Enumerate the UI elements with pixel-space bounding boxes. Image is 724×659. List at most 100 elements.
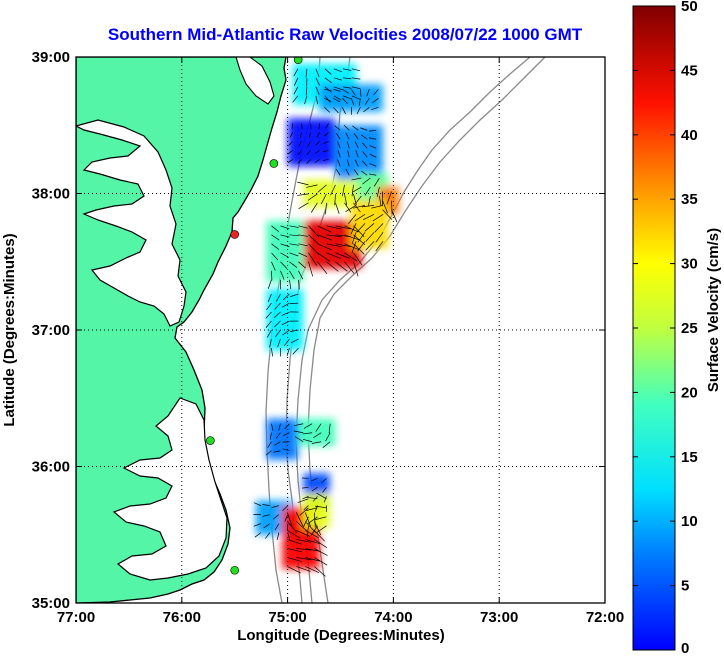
velocity-arrow <box>374 223 384 233</box>
velocity-arrow <box>265 450 272 456</box>
velocity-arrow <box>315 516 327 520</box>
velocity-arrow <box>365 241 375 251</box>
x-tick-label: 74:00 <box>374 609 412 626</box>
velocity-arrow <box>267 279 272 289</box>
velocity-arrow <box>333 68 342 73</box>
velocity-arrow <box>306 496 318 500</box>
velocity-arrow <box>276 293 281 302</box>
colorbar-tick-label: 40 <box>681 127 698 144</box>
velocity-arrow <box>355 141 359 149</box>
velocity-arrow <box>344 243 359 250</box>
velocity-arrow <box>352 186 362 193</box>
velocity-arrow <box>376 186 380 197</box>
velocity-arrow <box>275 329 281 338</box>
velocity-arrow <box>342 89 349 94</box>
velocity-arrow <box>284 423 290 430</box>
colorbar-tick-label: 35 <box>681 191 698 208</box>
velocity-arrow <box>287 150 293 155</box>
colorbar-tick-label: 0 <box>681 640 689 657</box>
colorbar-ticks: 0 5 10 15 20 25 30 35 40 45 50 <box>633 0 698 657</box>
velocity-arrow <box>315 423 322 432</box>
velocity-arrow <box>283 293 290 301</box>
velocity-arrow <box>344 252 358 262</box>
grid-lines <box>76 57 605 603</box>
velocity-arrow <box>335 261 348 272</box>
velocity-arrow <box>323 132 329 137</box>
velocity-arrow <box>266 302 272 311</box>
velocity-region <box>266 418 299 460</box>
velocity-arrow <box>379 195 382 206</box>
velocity-arrow <box>287 548 303 553</box>
velocity-arrow <box>382 209 393 220</box>
velocity-arrow <box>391 200 393 215</box>
velocity-arrow <box>297 159 302 164</box>
velocity-arrow <box>265 532 271 539</box>
velocity-arrow <box>298 234 308 237</box>
velocity-arrow <box>323 496 327 503</box>
velocity-arrow <box>298 141 302 147</box>
velocity-arrow <box>364 186 371 196</box>
velocity-arrow <box>284 338 290 347</box>
velocity-arrow <box>290 329 299 332</box>
x-axis-ticks: 77:00 76:00 75:00 74:00 73:00 72:00 <box>57 57 624 626</box>
velocity-arrow <box>369 137 377 140</box>
velocity-arrow <box>286 512 293 527</box>
velocity-arrow <box>289 234 299 237</box>
x-tick-label: 77:00 <box>57 609 95 626</box>
velocity-arrow <box>335 243 351 247</box>
velocity-arrow <box>375 241 384 252</box>
velocity-arrow <box>287 539 302 545</box>
velocity-arrow <box>267 441 272 448</box>
velocity-arrow <box>373 177 380 187</box>
velocity-arrow <box>351 184 354 197</box>
velocity-arrow <box>369 153 377 158</box>
velocity-arrow <box>311 478 318 482</box>
velocity-arrow <box>371 106 379 111</box>
velocity-arrow <box>305 566 320 574</box>
velocity-arrow <box>287 557 302 562</box>
velocity-arrow <box>310 202 318 213</box>
velocity-arrow <box>315 505 327 509</box>
velocity-arrow <box>281 320 290 326</box>
velocity-arrow <box>351 86 361 89</box>
velocity-arrow <box>337 150 341 158</box>
delaware-bay <box>235 57 275 105</box>
velocity-arrow <box>360 127 368 131</box>
velocity-arrow <box>337 141 341 149</box>
velocity-arrow <box>317 252 331 262</box>
map-plot-area <box>76 57 605 603</box>
velocity-arrow <box>333 95 342 101</box>
velocity-arrow <box>306 159 311 164</box>
velocity-arrow <box>308 234 320 246</box>
velocity-arrow <box>342 107 346 115</box>
velocity-arrow <box>289 132 293 138</box>
velocity-arrow <box>357 241 366 252</box>
velocity-arrow <box>274 441 281 446</box>
velocity-arrow <box>297 193 309 196</box>
velocity-arrow <box>361 134 368 140</box>
velocity-arrow <box>303 516 309 528</box>
velocity-arrow <box>298 225 308 229</box>
velocity-arrow <box>351 95 360 100</box>
velocity-arrow <box>354 159 359 167</box>
velocity-arrow <box>328 423 331 434</box>
velocity-arrow <box>326 261 339 272</box>
velocity-arrow <box>295 512 304 527</box>
velocity-arrow <box>305 68 308 78</box>
velocity-arrow <box>320 193 327 205</box>
velocity-arrow <box>324 88 332 92</box>
velocity-arrow <box>322 441 331 448</box>
velocity-arrow <box>288 141 293 146</box>
velocity-arrow <box>305 86 308 96</box>
velocity-arrow <box>313 521 322 536</box>
albemarle-pamlico-sound <box>112 397 228 581</box>
y-axis-label: Latitude (Degrees:Minutes) <box>1 233 18 426</box>
velocity-arrow <box>355 150 359 158</box>
velocity-arrow <box>292 347 299 355</box>
velocity-arrow <box>296 548 312 551</box>
y-tick-label: 35:00 <box>32 595 70 612</box>
velocity-arrow <box>322 159 329 161</box>
velocity-arrow <box>263 523 271 529</box>
velocity-arrow <box>301 123 303 130</box>
velocity-arrow <box>304 512 311 527</box>
